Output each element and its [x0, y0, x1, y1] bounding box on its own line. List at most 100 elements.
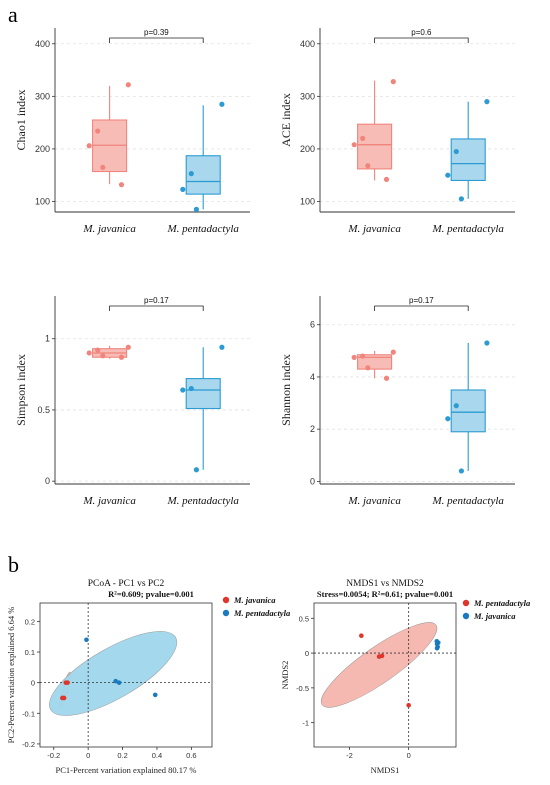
data-point	[365, 365, 371, 371]
p-value-label: p=0.17	[409, 296, 434, 305]
y-tick-label: 400	[300, 39, 315, 49]
y-axis-label: Shannon index	[279, 354, 293, 426]
x-category-label: M. javanica	[347, 495, 401, 507]
x-tick-label: 0	[407, 751, 411, 760]
y-tick-label: 200	[35, 144, 50, 154]
p-value-label: p=0.6	[411, 28, 432, 37]
data-point	[359, 633, 364, 638]
y-axis-label: NMDS2	[280, 661, 290, 690]
y-tick-label: 0.1	[25, 648, 35, 657]
data-point	[383, 176, 390, 183]
x-category-label: M. javanica	[82, 223, 136, 235]
confidence-ellipse	[320, 622, 438, 708]
data-point	[116, 680, 122, 685]
box-javanica	[357, 354, 393, 370]
y-tick-label: -0.1	[22, 709, 35, 718]
data-point	[458, 468, 464, 474]
data-point	[360, 135, 366, 141]
confidence-ellipse	[49, 631, 178, 716]
x-category-label: M. pentadactyla	[166, 223, 239, 235]
data-point	[60, 695, 65, 701]
y-axis-label: ACE index	[279, 93, 293, 147]
y-tick-label: -0.2	[22, 740, 35, 749]
significance-bracket	[374, 305, 469, 311]
data-point	[484, 99, 490, 105]
data-point	[435, 640, 441, 645]
data-point	[100, 164, 106, 170]
y-tick-label: 0.5	[37, 405, 50, 415]
y-tick-label: 6	[310, 320, 315, 330]
data-point	[434, 645, 440, 651]
legend-marker	[222, 596, 230, 604]
y-tick-label: 0	[310, 476, 315, 486]
data-point	[351, 142, 357, 148]
data-point	[86, 143, 92, 149]
data-point	[458, 196, 464, 202]
x-category-label: M. javanica	[347, 223, 401, 235]
ordination-title: PCoA - PC1 vs PC2	[88, 579, 165, 589]
legend-label: M. pentadactyla	[233, 608, 291, 618]
data-point	[445, 172, 451, 178]
data-point	[100, 353, 106, 359]
y-axis-label: Simpson index	[14, 354, 28, 426]
plot-frame	[39, 602, 213, 748]
significance-bracket	[374, 37, 469, 43]
y-tick-label: 4	[310, 372, 315, 382]
y-axis-label: Chao1 index	[14, 90, 28, 151]
data-point	[188, 385, 194, 392]
box-chart-3: 0 0.5 1 Simpson index M. javanica M. pentadac…	[14, 296, 250, 507]
box-pentadactyla	[185, 155, 221, 195]
data-point	[65, 680, 70, 685]
y-tick-label: 2	[310, 424, 315, 434]
data-point	[219, 344, 225, 350]
legend-label: M. javanica	[473, 611, 516, 621]
data-point	[125, 344, 131, 350]
data-point	[95, 128, 101, 134]
y-tick-label: 100	[35, 196, 50, 206]
y-tick-label: 300	[35, 91, 50, 101]
data-point	[365, 163, 371, 169]
y-tick-label: 0	[31, 679, 35, 688]
x-tick-label: 0.4	[152, 751, 162, 760]
data-point	[406, 702, 411, 708]
data-point	[445, 416, 451, 422]
data-point	[383, 375, 390, 381]
ordination-subtitle: Stress=0.0054; R²=0.61; pvalue=0.001	[317, 589, 453, 599]
y-tick-label: 100	[300, 196, 315, 206]
data-point	[379, 653, 385, 659]
y-tick-label: 0	[45, 476, 50, 486]
data-point	[84, 637, 89, 643]
p-value-label: p=0.39	[144, 28, 169, 37]
data-point	[453, 403, 459, 409]
x-tick-label: 0.2	[117, 751, 127, 760]
legend-marker	[462, 612, 470, 620]
data-point	[193, 467, 199, 473]
x-axis-label: NMDS1	[371, 765, 400, 775]
x-axis-label: PC1-Percent variation explained 80.17 %	[56, 765, 197, 775]
data-point	[95, 347, 101, 353]
x-tick-label: -2	[346, 751, 353, 760]
y-tick-label: 0.5	[299, 614, 309, 623]
significance-bracket	[109, 305, 204, 311]
data-point	[180, 387, 186, 393]
y-tick-label: 0.2	[25, 617, 35, 626]
data-point	[484, 340, 490, 346]
data-point	[152, 692, 158, 698]
p-value-label: p=0.17	[144, 296, 169, 305]
x-category-label: M. javanica	[82, 495, 136, 507]
box-javanica	[357, 123, 393, 170]
box-pentadactyla	[450, 389, 486, 433]
x-tick-label: 0	[86, 751, 90, 760]
y-tick-label: 0	[305, 649, 309, 658]
data-point	[453, 148, 459, 155]
data-point	[113, 678, 118, 684]
x-category-label: M. pentadactyla	[431, 495, 504, 507]
legend-marker	[222, 609, 230, 617]
data-point	[188, 171, 194, 177]
significance-bracket	[109, 37, 204, 43]
y-tick-label: 300	[300, 91, 315, 101]
box-chart-4: 0 2 4 6 Shannon index M. javanica M. pentadact…	[279, 296, 515, 507]
data-point	[86, 350, 92, 356]
